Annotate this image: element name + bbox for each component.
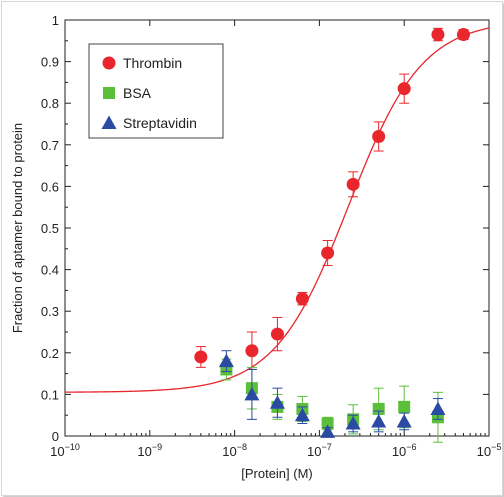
bsa-legend-marker bbox=[103, 87, 115, 99]
y-tick-label: 0.2 bbox=[41, 346, 59, 361]
streptavidin-point bbox=[269, 395, 285, 409]
thrombin-legend-marker bbox=[102, 56, 116, 70]
streptavidin-point bbox=[244, 386, 260, 401]
bsa-point bbox=[398, 400, 411, 413]
x-tick-label: 10−9 bbox=[137, 442, 162, 459]
y-axis-label: Fraction of aptamer bound to protein bbox=[10, 123, 25, 333]
thrombin-point bbox=[270, 327, 284, 341]
axis-ticks: 0 0.1 0.2 0.3 0.4 0.5 0.6 0.7 0.8 0.9 1 10−10 10−9 10… bbox=[41, 13, 501, 459]
y-tick-label: 1 bbox=[52, 13, 59, 28]
data-points bbox=[194, 27, 470, 443]
y-tick-label: 0 bbox=[52, 429, 59, 444]
streptavidin-point bbox=[218, 353, 234, 368]
y-tick-label: 0.8 bbox=[41, 96, 59, 111]
y-tick-label: 0.4 bbox=[41, 263, 59, 278]
x-tick-label: 10−7 bbox=[307, 442, 332, 459]
bsa-legend-label: BSA bbox=[123, 85, 152, 101]
streptavidin-point bbox=[396, 413, 412, 428]
thrombin-point bbox=[346, 177, 360, 191]
streptavidin-point bbox=[371, 413, 387, 428]
thrombin-point bbox=[245, 344, 259, 358]
y-tick-label: 0.1 bbox=[41, 387, 59, 402]
bsa-point bbox=[372, 402, 385, 415]
streptavidin-point bbox=[294, 407, 310, 422]
thrombin-point bbox=[295, 292, 309, 306]
x-tick-label: 10−10 bbox=[50, 442, 80, 459]
thrombin-point bbox=[194, 350, 208, 364]
y-tick-label: 0.7 bbox=[41, 138, 59, 153]
thrombin-point bbox=[456, 28, 470, 42]
streptavidin-point bbox=[345, 416, 361, 430]
streptavidin-legend-label: Streptavidin bbox=[123, 115, 197, 131]
thrombin-point bbox=[431, 28, 445, 42]
streptavidin-point bbox=[320, 424, 336, 438]
thrombin-point bbox=[397, 82, 411, 96]
thrombin-legend-label: Thrombin bbox=[123, 55, 182, 71]
legend: Thrombin BSA Streptavidin bbox=[88, 43, 224, 139]
x-tick-label: 10−5 bbox=[477, 442, 502, 459]
streptavidin-legend-marker bbox=[101, 115, 117, 129]
y-tick-label: 0.3 bbox=[41, 304, 59, 319]
thrombin-point bbox=[372, 129, 386, 143]
y-tick-label: 0.6 bbox=[41, 179, 59, 194]
x-axis-label: [Protein] (M) bbox=[241, 466, 313, 481]
y-tick-label: 0.9 bbox=[41, 55, 59, 70]
y-tick-label: 0.5 bbox=[41, 221, 59, 236]
x-tick-label: 10−6 bbox=[392, 442, 417, 459]
streptavidin-point bbox=[430, 401, 446, 415]
bsa-point bbox=[321, 417, 334, 430]
thrombin-point bbox=[321, 246, 335, 260]
x-tick-label: 10−8 bbox=[222, 442, 247, 459]
